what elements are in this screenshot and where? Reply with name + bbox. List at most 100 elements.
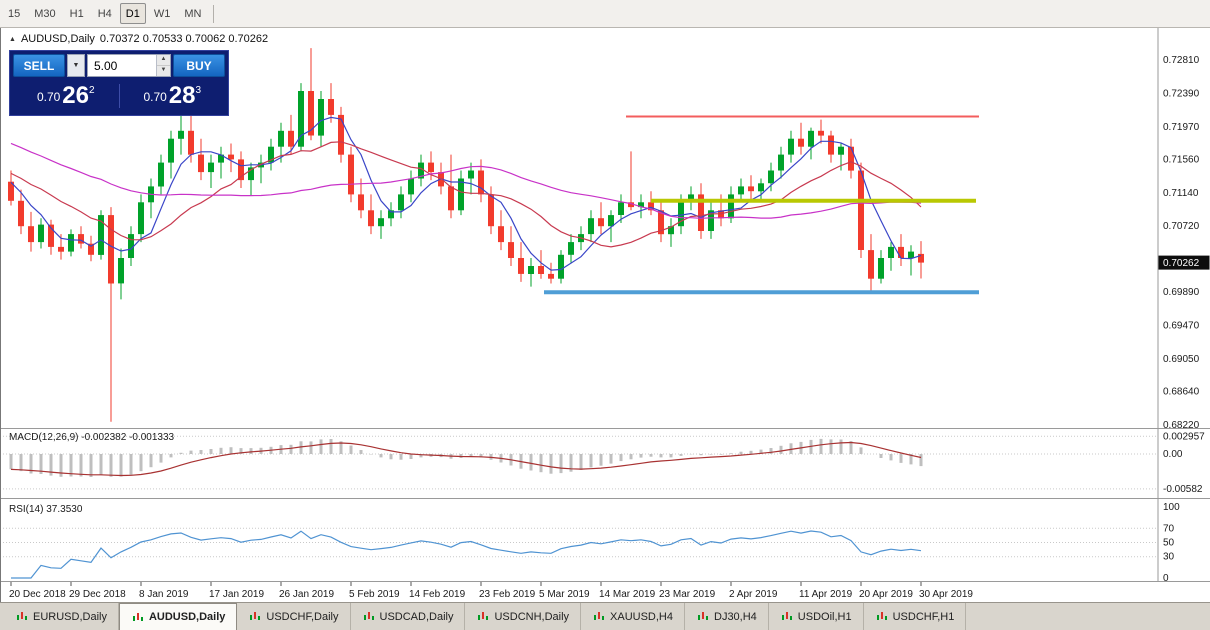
tab-label: USDCNH,Daily xyxy=(494,610,570,623)
volume-decrease-button[interactable]: ▼ xyxy=(157,66,170,76)
timeframe-button-h1[interactable]: H1 xyxy=(64,3,90,24)
tab-xauusd-h4[interactable]: XAUUSD,H4 xyxy=(581,603,685,630)
svg-text:0.70262: 0.70262 xyxy=(1163,258,1200,269)
sell-button[interactable]: SELL xyxy=(13,54,65,77)
tab-label: AUDUSD,Daily xyxy=(148,611,226,623)
tab-usdcnh-daily[interactable]: USDCNH,Daily xyxy=(465,603,582,630)
tab-label: USDOil,H1 xyxy=(797,610,852,623)
tab-label: EURUSD,Daily xyxy=(33,610,107,623)
trade-controls-row: SELL ▼ ▲ ▼ BUY xyxy=(13,54,225,77)
timeframe-button-h4[interactable]: H4 xyxy=(92,3,118,24)
tab-usdchf-daily[interactable]: USDCHF,Daily xyxy=(237,603,351,630)
price-divider xyxy=(118,83,120,108)
svg-text:-0.00582: -0.00582 xyxy=(1163,484,1203,495)
tab-audusd-daily[interactable]: AUDUSD,Daily xyxy=(118,603,238,630)
svg-text:0.71560: 0.71560 xyxy=(1163,154,1200,165)
macd-label: MACD(12,26,9) -0.002382 -0.001333 xyxy=(9,432,175,443)
svg-text:70: 70 xyxy=(1163,523,1175,534)
chart-canvas[interactable]: MACD(12,26,9) -0.002382 -0.001333 RSI(14)… xyxy=(1,28,1210,602)
moving-averages xyxy=(10,116,922,271)
tab-chart-icon xyxy=(17,612,27,620)
svg-text:0.002957: 0.002957 xyxy=(1163,431,1205,442)
svg-text:14 Feb 2019: 14 Feb 2019 xyxy=(409,589,466,600)
chart-area[interactable]: MACD(12,26,9) -0.002382 -0.001333 RSI(14)… xyxy=(0,28,1210,602)
timeframe-button-w1[interactable]: W1 xyxy=(148,3,177,24)
tab-chart-icon xyxy=(363,612,374,620)
trade-prices-row: 0.70 26 2 0.70 28 3 xyxy=(13,79,225,112)
buy-button[interactable]: BUY xyxy=(173,54,225,77)
time-axis[interactable]: 20 Dec 2018 29 Dec 2018 8 Jan 2019 17 Jan 2… xyxy=(9,582,973,600)
tab-dj30-h4[interactable]: DJ30,H4 xyxy=(685,603,769,630)
macd-pane: MACD(12,26,9) -0.002382 -0.001333 xyxy=(3,432,1156,490)
tab-chart-icon xyxy=(698,612,708,620)
svg-text:0.71970: 0.71970 xyxy=(1163,122,1200,133)
tab-label: XAUUSD,H4 xyxy=(610,610,673,623)
svg-text:0.69050: 0.69050 xyxy=(1163,354,1200,365)
svg-text:23 Feb 2019: 23 Feb 2019 xyxy=(479,589,536,600)
tab-chart-icon xyxy=(250,612,261,620)
tab-eurusd-daily[interactable]: EURUSD,Daily xyxy=(4,603,119,630)
volume-dropdown-button[interactable]: ▼ xyxy=(67,54,85,77)
svg-text:11 Apr 2019: 11 Apr 2019 xyxy=(799,589,853,600)
buy-price-point: 3 xyxy=(195,84,202,96)
tab-usdoil-h1[interactable]: USDOil,H1 xyxy=(769,603,864,630)
svg-text:0.71140: 0.71140 xyxy=(1163,188,1199,199)
tab-usdchf-h1[interactable]: USDCHF,H1 xyxy=(864,603,967,630)
svg-text:0.69890: 0.69890 xyxy=(1163,287,1200,298)
timeframe-button-15[interactable]: 15 xyxy=(2,3,26,24)
svg-text:0.68220: 0.68220 xyxy=(1163,420,1200,431)
timeframe-button-d1[interactable]: D1 xyxy=(119,3,146,24)
volume-box: ▲ ▼ xyxy=(87,54,171,77)
toolbar-divider xyxy=(213,4,215,23)
volume-increase-button[interactable]: ▲ xyxy=(157,55,170,66)
svg-text:0.72810: 0.72810 xyxy=(1163,55,1200,66)
svg-text:20 Apr 2019: 20 Apr 2019 xyxy=(859,589,913,600)
timeframe-button-mn[interactable]: MN xyxy=(178,3,207,24)
svg-text:30: 30 xyxy=(1163,552,1175,563)
svg-text:23 Mar 2019: 23 Mar 2019 xyxy=(659,589,716,600)
tab-chart-icon xyxy=(132,612,143,621)
buy-price-pips: 28 xyxy=(168,81,196,109)
tab-label: USDCHF,H1 xyxy=(892,610,955,623)
tab-chart-icon xyxy=(876,612,887,620)
volume-input[interactable] xyxy=(88,55,156,76)
tab-chart-icon xyxy=(594,612,605,620)
tab-chart-icon xyxy=(478,612,489,620)
svg-text:100: 100 xyxy=(1163,502,1180,513)
tab-label: USDCHF,Daily xyxy=(266,610,339,623)
svg-text:2 Apr 2019: 2 Apr 2019 xyxy=(729,589,778,600)
buy-price-prefix: 0.70 xyxy=(143,89,167,104)
price-axis[interactable]: 0.728100.723900.719700.715600.711400.707… xyxy=(1,28,1210,584)
svg-text:0.68640: 0.68640 xyxy=(1163,387,1200,398)
svg-text:29 Dec 2018: 29 Dec 2018 xyxy=(69,589,126,600)
rsi-label: RSI(14) 37.3530 xyxy=(9,504,83,515)
tab-usdcad-daily[interactable]: USDCAD,Daily xyxy=(351,603,466,630)
svg-text:26 Jan 2019: 26 Jan 2019 xyxy=(279,589,334,600)
svg-text:5 Feb 2019: 5 Feb 2019 xyxy=(349,589,400,600)
svg-text:0.00: 0.00 xyxy=(1163,449,1183,460)
sr-levels xyxy=(544,115,979,295)
svg-text:50: 50 xyxy=(1163,538,1175,549)
chevron-down-icon: ▼ xyxy=(72,62,80,69)
svg-text:0: 0 xyxy=(1163,573,1169,584)
rsi-pane: RSI(14) 37.3530 xyxy=(3,504,1156,579)
svg-text:14 Mar 2019: 14 Mar 2019 xyxy=(599,589,656,600)
sell-price-prefix: 0.70 xyxy=(36,89,61,104)
buy-price[interactable]: 0.70 28 3 xyxy=(120,81,226,109)
tab-chart-icon xyxy=(781,612,792,620)
timeframe-toolbar: 15 M30 H1 H4 D1 W1 MN xyxy=(0,0,1210,28)
timeframe-button-m30[interactable]: M30 xyxy=(28,3,61,24)
svg-text:5 Mar 2019: 5 Mar 2019 xyxy=(539,589,590,600)
sell-price-point: 2 xyxy=(89,84,95,96)
current-price-badge xyxy=(1158,255,1210,270)
svg-text:0.72390: 0.72390 xyxy=(1163,88,1200,99)
svg-text:17 Jan 2019: 17 Jan 2019 xyxy=(209,589,264,600)
volume-spinner: ▲ ▼ xyxy=(156,55,170,76)
sell-price[interactable]: 0.70 26 2 xyxy=(13,83,119,107)
chart-tab-bar: EURUSD,Daily AUDUSD,Daily USDCHF,Daily USDC… xyxy=(0,602,1210,630)
tab-label: DJ30,H4 xyxy=(714,610,757,623)
svg-text:20 Dec 2018: 20 Dec 2018 xyxy=(9,589,66,600)
svg-text:0.70720: 0.70720 xyxy=(1163,221,1200,232)
